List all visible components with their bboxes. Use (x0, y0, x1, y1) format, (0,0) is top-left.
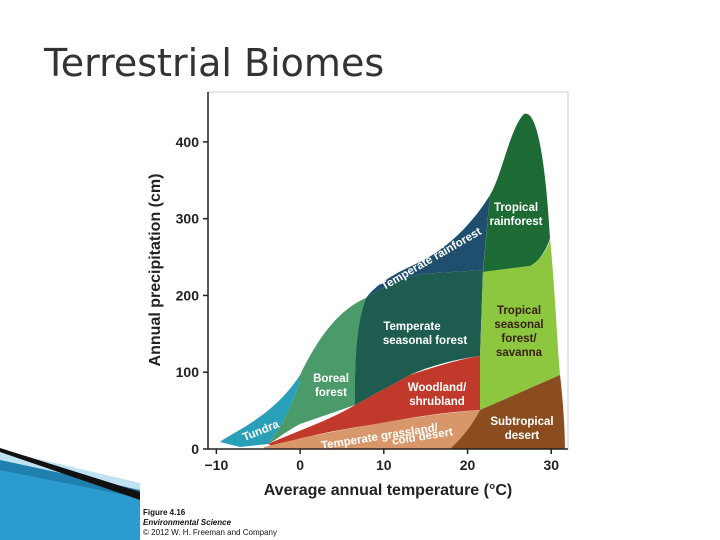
y-tick-label: 300 (176, 211, 200, 227)
region-label: Subtropical (490, 416, 553, 428)
region-label: forest (315, 387, 347, 399)
swoosh-dark (0, 448, 140, 500)
desert-region (450, 375, 565, 449)
region-label: Boreal (313, 373, 349, 385)
region-label: rainforest (489, 216, 542, 228)
temperate-seasonal-region (354, 270, 483, 405)
x-tick-label: −10 (204, 457, 228, 473)
y-tick-label: 0 (191, 441, 199, 457)
figure-number: Figure 4.16 (143, 508, 186, 517)
tropical-seasonal-region (480, 238, 560, 410)
x-axis-label: Average annual temperature (°C) (264, 482, 513, 499)
y-tick-label: 400 (176, 134, 200, 150)
region-label: forest/ (501, 333, 537, 345)
region-label: Tropical (497, 305, 541, 317)
grassland-region (264, 410, 480, 449)
x-tick-label: 30 (543, 457, 559, 473)
regions (220, 113, 565, 449)
x-tick-label: 10 (376, 457, 392, 473)
region-label: Tropical (494, 202, 538, 214)
region-label: savanna (496, 347, 543, 359)
region-label: Woodland/ (408, 382, 467, 394)
figure-source: Environmental Science (143, 518, 232, 527)
x-tick-label: 0 (296, 457, 304, 473)
y-tick-label: 100 (176, 364, 200, 380)
slide-title: Terrestrial Biomes (43, 41, 384, 85)
y-axis-label: Annual precipitation (cm) (147, 174, 164, 367)
woodland-region (268, 356, 480, 446)
temperate-rainforest-region (366, 195, 490, 298)
swoosh-mid (0, 470, 140, 540)
region-label: seasonal forest (383, 335, 468, 347)
region-label: desert (505, 430, 540, 442)
boreal-region (268, 298, 366, 444)
figure-copyright: © 2012 W. H. Freeman and Company (143, 528, 277, 537)
region-label: shrubland (409, 396, 465, 408)
x-tick-label: 20 (460, 457, 476, 473)
tropical-rainforest-region (483, 113, 550, 273)
y-tick-label: 200 (176, 287, 200, 303)
region-label: Temperate (383, 321, 440, 333)
region-label: seasonal (494, 319, 543, 331)
tundra-region (220, 375, 300, 447)
